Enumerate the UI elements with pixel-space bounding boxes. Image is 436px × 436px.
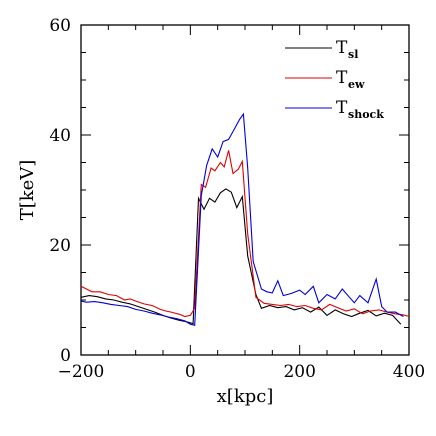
series-line-t-ew <box>80 150 410 318</box>
series-layer <box>80 112 410 326</box>
legend-label: T <box>336 38 348 58</box>
series-line-t-shock <box>80 112 404 326</box>
legend-label: T <box>336 68 348 88</box>
y-tick-label: 20 <box>49 236 71 256</box>
legend-label-subscript: ew <box>348 78 365 91</box>
y-axis-label: T[keV] <box>17 160 38 221</box>
x-tick-label: −200 <box>58 362 105 382</box>
plot-frame <box>80 24 410 356</box>
series-line-t-sl <box>80 188 402 325</box>
y-tick-label: 60 <box>49 16 71 36</box>
y-tick-label: 40 <box>49 126 71 146</box>
x-tick-label: 400 <box>393 362 425 382</box>
x-tick-label: 0 <box>185 362 196 382</box>
axis-ticks <box>80 24 410 356</box>
x-tick-label: 200 <box>283 362 315 382</box>
legend-label: T <box>336 98 348 118</box>
x-axis-label: x[kpc] <box>217 386 274 407</box>
legend-label-subscript: shock <box>348 108 384 121</box>
y-tick-label: 0 <box>60 346 71 366</box>
legend-label-subscript: sl <box>348 48 358 61</box>
